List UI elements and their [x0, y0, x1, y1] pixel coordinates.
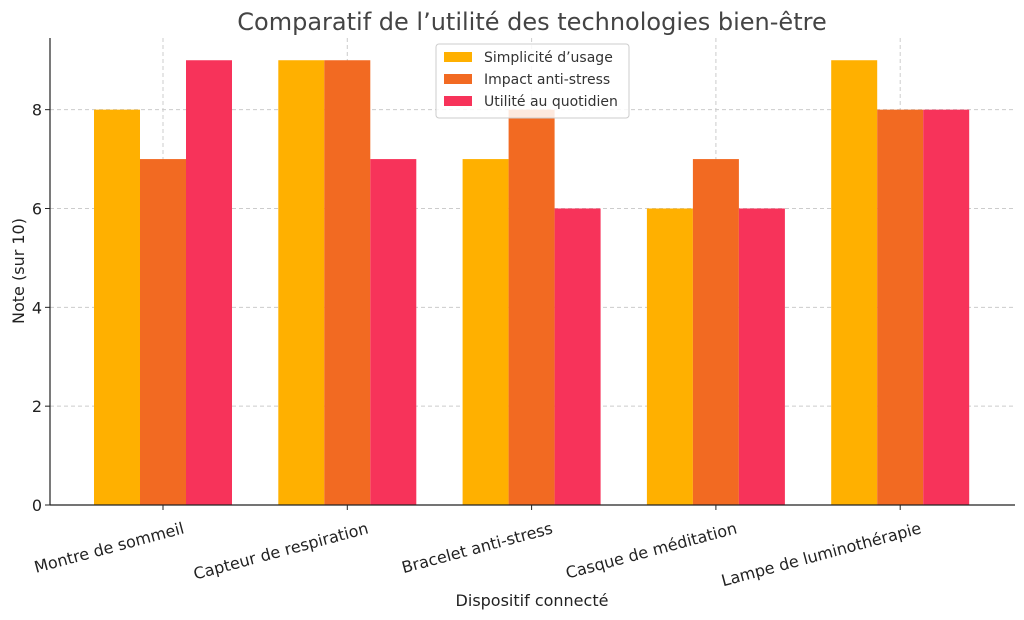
bar: [94, 109, 140, 506]
legend-label: Impact anti-stress: [484, 72, 610, 88]
x-ticks: Montre de sommeil Capteur de respiration B…: [32, 505, 923, 590]
x-tick-label: Casque de méditation: [564, 519, 739, 583]
legend: Simplicité d’usage Impact anti-stress Util…: [435, 43, 630, 119]
legend-label: Simplicité d’usage: [484, 50, 613, 66]
bar: [738, 208, 785, 505]
bar: [831, 60, 878, 505]
x-tick-label: Montre de sommeil: [32, 519, 186, 577]
bar: [923, 109, 970, 506]
bar: [462, 159, 509, 505]
y-tick-label: 4: [32, 298, 42, 317]
bar: [186, 60, 232, 505]
y-axis-label: Note (sur 10): [9, 218, 28, 324]
bar: [554, 208, 601, 505]
bars: [94, 60, 970, 506]
y-ticks: 0 2 4 6 8: [32, 101, 50, 515]
bar: [508, 109, 555, 506]
y-tick-label: 8: [32, 101, 42, 120]
legend-swatch: [444, 74, 472, 84]
bar: [140, 159, 186, 505]
x-axis-label: Dispositif connecté: [456, 591, 609, 610]
legend-frame: [435, 43, 630, 119]
y-tick-label: 0: [32, 496, 42, 515]
bar: [370, 159, 417, 505]
legend-label: Utilité au quotidien: [484, 94, 618, 110]
x-tick-label: Bracelet anti-stress: [400, 519, 555, 578]
y-tick-label: 6: [32, 199, 42, 218]
y-tick-label: 2: [32, 397, 42, 416]
chart-title: Comparatif de l’utilité des technologies…: [237, 8, 826, 36]
x-tick-label: Lampe de luminothérapie: [719, 519, 923, 591]
bar: [692, 159, 739, 505]
x-tick-label: Capteur de respiration: [191, 519, 370, 584]
bar: [278, 60, 325, 505]
bar: [877, 109, 924, 506]
bar: [324, 60, 371, 505]
bar: [646, 208, 693, 505]
axes: [49, 38, 1015, 506]
legend-swatch: [444, 52, 472, 62]
legend-swatch: [444, 96, 472, 106]
